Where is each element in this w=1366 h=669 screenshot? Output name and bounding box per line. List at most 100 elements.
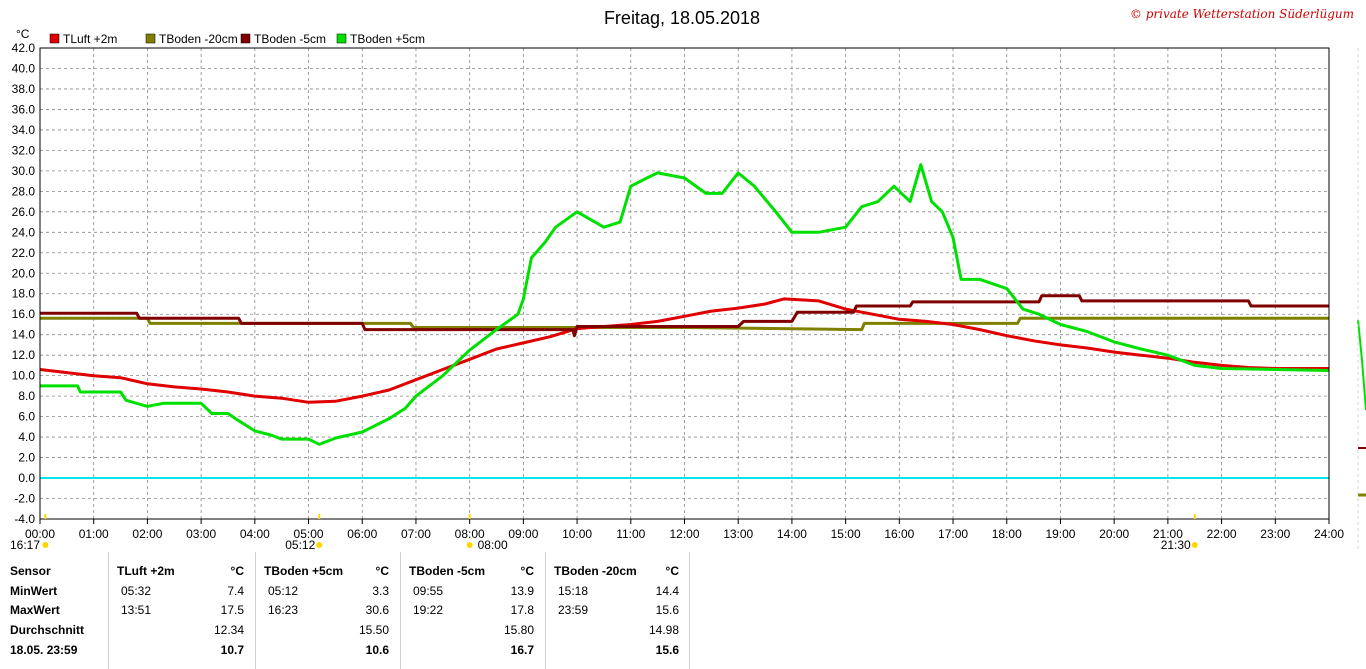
- stats-cell: 10.6: [365, 643, 389, 657]
- x-tick-label: 23:00: [1260, 527, 1290, 541]
- stats-cell: °C: [665, 564, 679, 578]
- legend-swatch: [336, 33, 347, 44]
- y-tick-label: 8.0: [18, 389, 35, 403]
- right-mark: [1357, 319, 1366, 411]
- x-tick-label: 07:00: [401, 527, 431, 541]
- stats-cell: 15.80: [503, 623, 534, 637]
- y-tick-label: -4.0: [14, 512, 35, 526]
- stats-end-divider: [689, 552, 690, 669]
- legend-swatch: [240, 33, 251, 44]
- stats-cell: 17.8: [510, 603, 534, 617]
- plot-border: [39, 47, 1330, 520]
- stats-cell: TBoden -5cm: [409, 564, 486, 578]
- series-lines: [39, 163, 1329, 480]
- stats-cell: 16:23: [268, 603, 299, 617]
- stats-cell: 05:32: [121, 584, 152, 598]
- stats-cell: 15.6: [655, 643, 679, 657]
- x-tick-label: 17:00: [938, 527, 968, 541]
- x-tick-label: 16:00: [884, 527, 914, 541]
- stats-cell: TBoden -20cm: [554, 564, 637, 578]
- sun-icon: [42, 542, 49, 548]
- stats-cell: 19:22: [413, 603, 444, 617]
- y-tick-label: 38.0: [12, 82, 36, 96]
- x-tick-label: 12:00: [669, 527, 699, 541]
- x-tick-label: 00:00: [25, 527, 55, 541]
- sun-icon: [466, 542, 473, 548]
- stats-cell: 13:51: [121, 603, 152, 617]
- last-label: 18.05. 23:59: [10, 643, 78, 657]
- x-tick-label: 18:00: [992, 527, 1022, 541]
- stats-cell: 7.4: [227, 584, 244, 598]
- y-tick-label: 30.0: [12, 164, 36, 178]
- y-tick-label: 16.0: [12, 307, 36, 321]
- x-tick-label: 06:00: [347, 527, 377, 541]
- legend-label: TBoden -5cm: [254, 32, 326, 46]
- stats-cell: 15.50: [358, 623, 389, 637]
- stats-cell: 30.6: [365, 603, 389, 617]
- y-tick-label: 24.0: [12, 225, 36, 239]
- legend-label: TBoden +5cm: [350, 32, 425, 46]
- stats-cell: 16.7: [510, 643, 534, 657]
- legend-swatch: [49, 33, 60, 44]
- x-tick-label: 03:00: [186, 527, 216, 541]
- y-tick-label: 12.0: [12, 348, 36, 362]
- stats-column: TBoden +5cm °C 05:12 3.3 16:23 30.6 15.50 10.6: [255, 552, 401, 669]
- avg-label: Durchschnitt: [10, 623, 85, 637]
- y-tick-label: 14.0: [12, 328, 36, 342]
- x-tick-label: 04:00: [240, 527, 270, 541]
- stats-cell: 14.98: [648, 623, 679, 637]
- y-tick-label: 26.0: [12, 205, 36, 219]
- stats-cell: TLuft +2m: [117, 564, 175, 578]
- stats-cell: 3.3: [372, 584, 389, 598]
- y-tick-label: 22.0: [12, 246, 36, 260]
- stats-cell: °C: [375, 564, 389, 578]
- temperature-chart: Freitag, 18.05.2018 © private Wetterstat…: [10, 7, 1366, 552]
- x-tick-label: 08:00: [455, 527, 485, 541]
- sun-time-label: 16:17: [10, 538, 40, 552]
- y-tick-label: -2.0: [14, 492, 35, 506]
- sun-icon: [316, 542, 323, 548]
- y-tick-label: 2.0: [18, 451, 35, 465]
- stats-cell: °C: [520, 564, 534, 578]
- stats-cell: 10.7: [220, 643, 244, 657]
- y-tick-label: 18.0: [12, 287, 36, 301]
- stats-cell: 12.34: [213, 623, 244, 637]
- sun-time-label: 21:30: [1161, 538, 1191, 552]
- series-line-tluft-2m: [39, 297, 1329, 404]
- legend: TLuft +2m TBoden -20cm TBoden -5cm TBoden +…: [49, 32, 425, 46]
- x-tick-label: 09:00: [508, 527, 538, 541]
- statistics-table: Sensor MinWert MaxWert Durchschnitt 18.0…: [0, 552, 690, 669]
- y-tick-label: 36.0: [12, 102, 36, 116]
- x-tick-label: 22:00: [1207, 527, 1237, 541]
- stats-cell: TBoden +5cm: [264, 564, 344, 578]
- x-tick-label: 21:00: [1153, 527, 1183, 541]
- sensor-label: Sensor: [10, 564, 51, 578]
- series-line-tboden-5cm: [40, 294, 1329, 338]
- sun-time-label: 08:00: [478, 538, 508, 552]
- stats-cell: 15.6: [655, 603, 679, 617]
- grid: [39, 47, 1330, 520]
- y-tick-label: 10.0: [12, 369, 36, 383]
- stats-cell: 15:18: [558, 584, 589, 598]
- stats-cell: 09:55: [413, 584, 444, 598]
- x-tick-label: 20:00: [1099, 527, 1129, 541]
- stats-label-column: Sensor MinWert MaxWert Durchschnitt 18.0…: [0, 552, 108, 669]
- stats-cell: 23:59: [558, 603, 589, 617]
- y-tick-label: 42.0: [12, 41, 36, 55]
- x-tick-label: 19:00: [1045, 527, 1075, 541]
- y-tick-label: 0.0: [18, 471, 35, 485]
- y-tick-label: 4.0: [18, 430, 35, 444]
- axes: -4.0 -2.0 0.0 2.0 4.0 6.0 8.0 10.0 12.0 14.0 16.0 1…: [12, 41, 1345, 541]
- x-tick-label: 13:00: [723, 527, 753, 541]
- x-tick-label: 01:00: [79, 527, 109, 541]
- sun-icon: [1191, 542, 1198, 548]
- legend-label: TBoden -20cm: [159, 32, 238, 46]
- x-tick-label: 10:00: [562, 527, 592, 541]
- chart-title: Freitag, 18.05.2018: [604, 8, 760, 28]
- x-tick-label: 15:00: [831, 527, 861, 541]
- legend-label: TLuft +2m: [63, 32, 117, 46]
- x-tick-label: 24:00: [1314, 527, 1344, 541]
- stats-cell: 13.9: [510, 584, 534, 598]
- x-tick-label: 02:00: [132, 527, 162, 541]
- x-tick-label: 05:00: [294, 527, 324, 541]
